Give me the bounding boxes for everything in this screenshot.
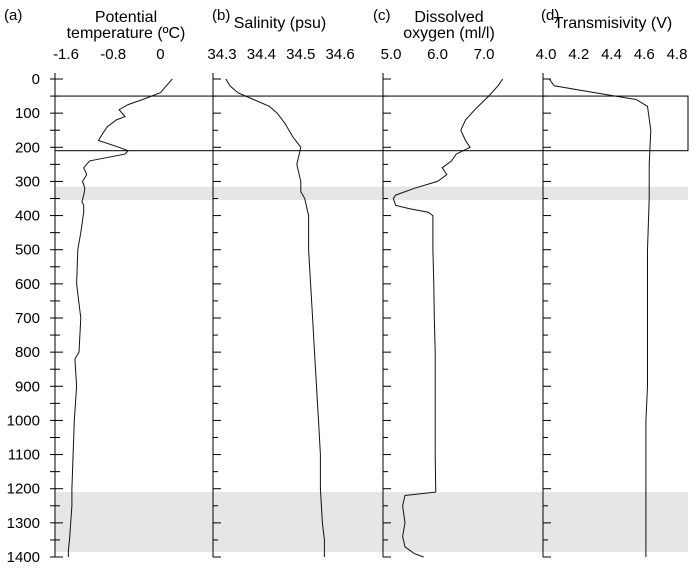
- depth-tick-label-600: 600: [15, 276, 40, 293]
- panel-label: (b): [212, 7, 230, 24]
- depth-tick-label-800: 800: [15, 344, 40, 361]
- x-tick-label-5.0: 5.0: [381, 46, 402, 63]
- x-tick-label-4.4: 4.4: [601, 46, 622, 63]
- panel-title-line: Salinity (psu): [234, 15, 326, 32]
- highlight-bands-shaded: [55, 186, 688, 552]
- x-tick-label-6.0: 6.0: [427, 46, 448, 63]
- x-tick-label-4.8: 4.8: [667, 46, 688, 63]
- x-tick-label-34.6: 34.6: [326, 46, 355, 63]
- depth-tick-label-0: 0: [32, 71, 40, 88]
- depth-tick-label-1300: 1300: [7, 515, 40, 532]
- shaded-band-1: [55, 492, 688, 552]
- outlined-band-2: [54, 95, 689, 152]
- depth-tick-label-1100: 1100: [8, 447, 40, 464]
- depth-tick-label-300: 300: [15, 173, 40, 190]
- depth-tick-label-1000: 1000: [7, 412, 40, 429]
- x-tick-label-7.0: 7.0: [474, 46, 495, 63]
- depth-tick-label-1200: 1200: [7, 481, 40, 498]
- depth-tick-label-400: 400: [15, 208, 40, 225]
- shaded-band-0: [55, 186, 688, 201]
- depth-tick-label-1400: 1400: [7, 549, 40, 566]
- x-tick-label-34.4: 34.4: [247, 46, 276, 63]
- x-tick-label-4.2: 4.2: [568, 46, 589, 63]
- depth-tick-label-100: 100: [15, 105, 40, 122]
- x-tick-label-4.6: 4.6: [634, 46, 655, 63]
- depth-tick-label-700: 700: [15, 310, 40, 327]
- panel-label: (c): [373, 7, 391, 24]
- x-tick-label--1.6: -1.6: [53, 46, 79, 63]
- highlight-bands-outlined: [54, 95, 689, 152]
- panel-title-line: temperature (ºC): [67, 25, 186, 42]
- panel-label: (a): [4, 7, 22, 24]
- depth-tick-label-500: 500: [15, 242, 40, 259]
- x-tick-label-34.5: 34.5: [286, 46, 315, 63]
- panel-title-line: Potential: [95, 9, 157, 26]
- panel-title-line: Dissolved: [414, 9, 483, 26]
- profile-line-1-0: [225, 78, 325, 557]
- depth-tick-label-900: 900: [15, 378, 40, 395]
- panel-title-line: oxygen (ml/l): [403, 25, 495, 42]
- profile-line-2-0: [392, 78, 504, 558]
- x-tick-label--0.8: -0.8: [100, 46, 126, 63]
- depth-tick-labels: 0 100 200 300 400 500 600 700 800 900 1000 1100 1200…: [7, 71, 40, 566]
- panel-axes: [50, 73, 551, 558]
- x-tick-label-4.0: 4.0: [536, 46, 557, 63]
- x-tick-label-0: 0: [156, 46, 164, 63]
- profile-line-0-0: [67, 78, 173, 557]
- panel-label: (d): [541, 7, 559, 24]
- x-tick-label-34.3: 34.3: [207, 46, 236, 63]
- depth-tick-label-200: 200: [15, 139, 40, 156]
- panel-title-line: Transmisivity (V): [554, 15, 673, 32]
